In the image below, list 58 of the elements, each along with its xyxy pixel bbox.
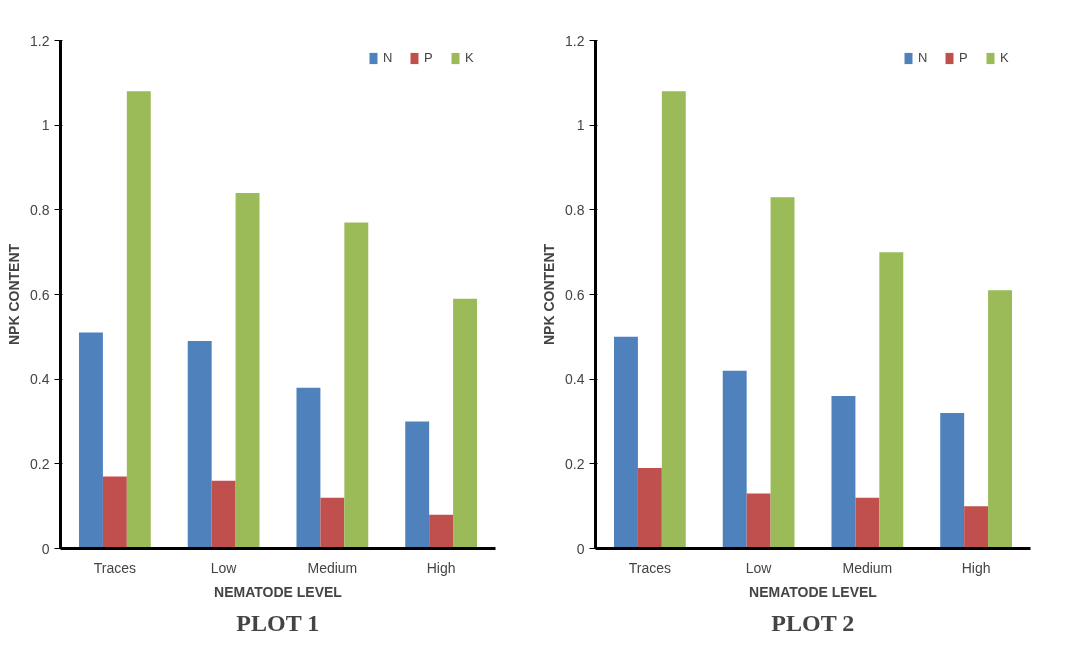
y-tick-label: 0	[41, 540, 50, 557]
bar	[855, 497, 880, 549]
legend-label: K	[1000, 50, 1010, 65]
y-tick-label: 0.6	[30, 286, 50, 303]
x-axis-title: NEMATODE LEVEL	[749, 583, 878, 600]
y-axis-title: NPK CONTENT	[541, 243, 558, 346]
legend-label: N	[383, 50, 394, 65]
bar	[405, 421, 430, 549]
y-axis-title: NPK CONTENT	[6, 243, 23, 346]
y-tick-label: 1	[576, 117, 585, 134]
bar	[429, 514, 454, 549]
y-tick-label: 0.8	[565, 201, 585, 218]
bar	[964, 506, 989, 549]
x-tick-label: High	[961, 559, 991, 576]
bar	[770, 197, 795, 549]
y-tick-label: 1.2	[565, 32, 585, 49]
y-tick-label: 0.2	[565, 455, 585, 472]
x-tick-label: Low	[210, 559, 238, 576]
bar	[879, 252, 904, 549]
bar	[453, 298, 478, 549]
x-tick-label: Traces	[93, 559, 137, 576]
legend-label: P	[959, 50, 969, 65]
x-axis-title: NEMATODE LEVEL	[214, 583, 343, 600]
bar	[296, 387, 321, 549]
bar	[988, 290, 1013, 549]
bar	[940, 413, 965, 549]
x-tick-label: Medium	[842, 559, 893, 576]
y-tick-label: 1	[41, 117, 50, 134]
bar	[211, 480, 236, 549]
y-tick-label: 0.4	[30, 371, 50, 388]
y-tick-label: 0.8	[30, 201, 50, 218]
bar	[187, 341, 212, 549]
bar	[78, 332, 103, 549]
x-tick-label: Low	[745, 559, 773, 576]
bar	[344, 222, 369, 549]
bar	[746, 493, 771, 549]
bar	[613, 336, 638, 549]
y-tick-label: 0	[576, 540, 585, 557]
y-tick-label: 0.6	[565, 286, 585, 303]
legend-label: P	[424, 50, 434, 65]
bar	[637, 468, 662, 549]
legend-label: N	[918, 50, 929, 65]
y-tick-label: 0.2	[30, 455, 50, 472]
x-tick-label: High	[426, 559, 456, 576]
bar	[126, 91, 151, 549]
bar	[831, 396, 856, 549]
bar	[320, 497, 345, 549]
x-tick-label: Medium	[307, 559, 358, 576]
x-tick-label: Traces	[628, 559, 672, 576]
y-tick-label: 1.2	[30, 32, 50, 49]
y-tick-label: 0.4	[565, 371, 585, 388]
text: PLOT 2	[771, 609, 855, 636]
legend-label: K	[465, 50, 475, 65]
text: PLOT 1	[236, 609, 320, 636]
bar	[722, 370, 747, 549]
bar	[661, 91, 686, 549]
bar	[102, 476, 127, 549]
bar	[235, 192, 260, 549]
